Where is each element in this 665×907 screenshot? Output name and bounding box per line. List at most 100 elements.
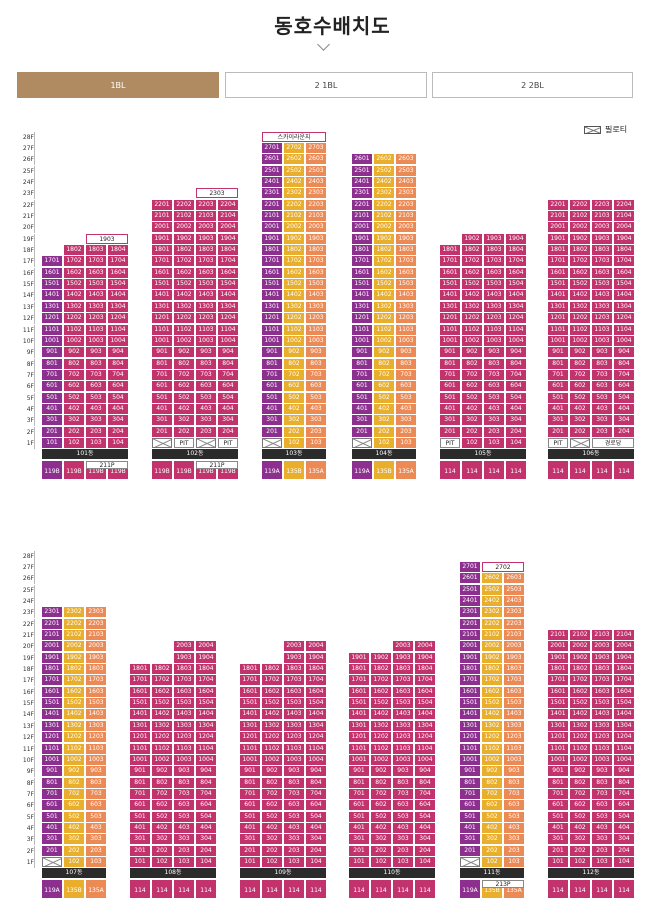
unit-cell[interactable]: 1703 <box>592 256 612 267</box>
unit-cell[interactable]: 603 <box>504 800 524 811</box>
unit-cell[interactable]: 1002 <box>570 335 590 346</box>
unit-cell[interactable]: 1302 <box>64 301 84 312</box>
unit-cell[interactable]: 1602 <box>482 686 502 697</box>
unit-cell[interactable]: 603 <box>196 381 216 392</box>
unit-cell[interactable]: 802 <box>284 358 304 369</box>
unit-cell[interactable]: 1804 <box>196 664 216 675</box>
unit-cell[interactable]: 402 <box>64 403 84 414</box>
unit-cell[interactable]: 1702 <box>152 675 172 686</box>
unit-cell[interactable]: 1603 <box>284 686 304 697</box>
unit-cell[interactable]: 1704 <box>108 256 128 267</box>
unit-cell[interactable]: 304 <box>108 415 128 426</box>
unit-cell[interactable]: 1301 <box>548 301 568 312</box>
unit-cell[interactable]: 303 <box>86 415 106 426</box>
unit-cell[interactable]: 401 <box>460 822 480 833</box>
unit-cell[interactable]: 1201 <box>440 313 460 324</box>
unit-cell[interactable]: 1601 <box>349 686 369 697</box>
unit-cell[interactable]: 701 <box>42 369 62 380</box>
unit-cell[interactable]: 603 <box>306 381 326 392</box>
unit-cell[interactable]: 1201 <box>548 732 568 743</box>
unit-cell[interactable]: 1003 <box>196 335 216 346</box>
unit-cell[interactable]: 2303 <box>306 188 326 199</box>
unit-cell[interactable]: 2602 <box>482 573 502 584</box>
unit-cell[interactable]: 803 <box>393 777 413 788</box>
unit-cell[interactable]: 2101 <box>42 630 62 640</box>
unit-cell[interactable]: 2002 <box>284 222 304 233</box>
unit-cell[interactable]: 801 <box>152 358 172 369</box>
unit-cell[interactable]: 101 <box>42 438 62 448</box>
unit-cell[interactable]: 1004 <box>306 754 326 765</box>
unit-cell[interactable]: 404 <box>108 403 128 414</box>
unit-cell[interactable]: 203 <box>592 845 612 856</box>
unit-cell[interactable]: 303 <box>174 834 194 845</box>
unit-cell[interactable]: 604 <box>614 800 634 811</box>
unit-cell[interactable]: 503 <box>196 392 216 403</box>
unit-cell[interactable]: 1103 <box>86 324 106 335</box>
unit-cell[interactable]: 1703 <box>196 256 216 267</box>
unit-cell[interactable]: 1102 <box>152 743 172 754</box>
unit-cell[interactable]: 601 <box>42 800 62 811</box>
unit-cell[interactable]: 1503 <box>86 279 106 290</box>
unit-cell[interactable]: 1204 <box>196 732 216 743</box>
unit-cell[interactable]: 1203 <box>174 732 194 743</box>
unit-cell[interactable]: 903 <box>284 766 304 777</box>
unit-cell[interactable]: 1401 <box>349 709 369 720</box>
unit-cell[interactable]: 1001 <box>349 754 369 765</box>
unit-cell[interactable]: 801 <box>42 358 62 369</box>
unit-cell[interactable]: 2003 <box>396 222 416 233</box>
unit-cell[interactable]: 1103 <box>592 324 612 335</box>
unit-cell[interactable]: 901 <box>548 766 568 777</box>
unit-cell[interactable]: 1902 <box>284 233 304 244</box>
unit-cell[interactable]: 701 <box>460 788 480 799</box>
unit-cell[interactable]: 503 <box>396 392 416 403</box>
unit-cell[interactable]: 2603 <box>504 573 524 584</box>
unit-cell[interactable]: 1001 <box>548 335 568 346</box>
unit-cell[interactable]: 604 <box>306 800 326 811</box>
unit-cell[interactable]: 1901 <box>352 233 372 244</box>
unit-cell[interactable]: 1101 <box>262 324 282 335</box>
unit-cell[interactable]: 1701 <box>152 256 172 267</box>
unit-cell[interactable]: 1803 <box>592 664 612 675</box>
unit-cell[interactable]: 302 <box>262 834 282 845</box>
unit-cell[interactable]: 1002 <box>284 335 304 346</box>
unit-cell[interactable]: 302 <box>64 415 84 426</box>
unit-cell[interactable]: 702 <box>371 788 391 799</box>
unit-cell[interactable]: 1903 <box>306 233 326 244</box>
unit-cell[interactable]: 503 <box>393 811 413 822</box>
unit-cell[interactable]: 1301 <box>349 720 369 731</box>
unit-cell[interactable]: 604 <box>218 381 238 392</box>
unit-cell[interactable]: 1101 <box>152 324 172 335</box>
unit-cell[interactable]: 1603 <box>86 686 106 697</box>
unit-cell[interactable]: 901 <box>152 347 172 358</box>
unit-cell[interactable]: 1004 <box>108 335 128 346</box>
unit-cell[interactable]: 1603 <box>86 267 106 278</box>
unit-cell[interactable]: 1004 <box>415 754 435 765</box>
unit-cell[interactable]: 503 <box>592 811 612 822</box>
unit-cell[interactable]: 404 <box>614 403 634 414</box>
unit-cell[interactable]: 103 <box>306 438 326 448</box>
unit-cell[interactable]: 1304 <box>196 720 216 731</box>
unit-cell[interactable]: 1201 <box>152 313 172 324</box>
unit-cell[interactable]: 1204 <box>108 313 128 324</box>
unit-cell[interactable]: 501 <box>42 811 62 822</box>
unit-cell[interactable]: 2701 <box>262 142 282 153</box>
unit-cell[interactable]: 902 <box>262 766 282 777</box>
unit-cell[interactable]: 201 <box>460 845 480 856</box>
unit-cell[interactable]: 102 <box>284 438 304 448</box>
unit-cell[interactable]: 802 <box>570 358 590 369</box>
unit-cell[interactable]: 801 <box>349 777 369 788</box>
unit-cell[interactable]: 2204 <box>614 199 634 210</box>
unit-cell[interactable]: 1403 <box>284 709 304 720</box>
unit-cell[interactable]: 601 <box>240 800 260 811</box>
unit-cell[interactable]: 803 <box>86 777 106 788</box>
unit-cell[interactable]: 1702 <box>284 256 304 267</box>
unit-cell[interactable]: 501 <box>240 811 260 822</box>
unit-cell[interactable]: 501 <box>352 392 372 403</box>
unit-cell[interactable]: 2003 <box>393 641 413 652</box>
unit-cell[interactable]: 703 <box>306 369 326 380</box>
unit-cell[interactable]: 2002 <box>482 641 502 652</box>
unit-cell[interactable]: 303 <box>196 415 216 426</box>
unit-cell[interactable]: 1601 <box>548 686 568 697</box>
unit-cell[interactable]: 704 <box>306 788 326 799</box>
unit-cell[interactable]: 502 <box>64 392 84 403</box>
